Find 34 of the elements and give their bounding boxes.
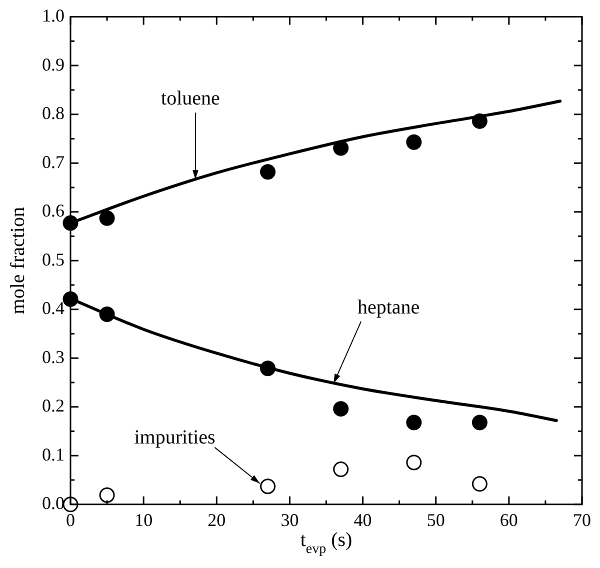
annotation: heptane xyxy=(357,296,420,318)
point xyxy=(260,478,276,494)
point xyxy=(406,134,422,150)
point xyxy=(260,164,276,180)
x-tick-label: 60 xyxy=(500,510,518,530)
y-tick-label: 0.6 xyxy=(42,200,64,221)
point xyxy=(406,414,422,430)
point xyxy=(333,462,349,478)
point xyxy=(472,476,488,492)
point xyxy=(406,454,422,470)
y-tick-label: 0.9 xyxy=(42,54,64,74)
x-tick-label: 30 xyxy=(280,510,299,530)
y-tick-label: 0.7 xyxy=(42,152,64,172)
y-tick-label: 1.0 xyxy=(42,6,64,26)
y-tick-label: 0.3 xyxy=(42,346,64,367)
x-tick-label: 20 xyxy=(208,510,226,530)
x-tick-label: 10 xyxy=(134,510,153,530)
x-tick-label: 0 xyxy=(66,510,75,530)
x-tick-label: 70 xyxy=(573,510,591,530)
y-axis-title: mole fraction xyxy=(7,207,29,314)
point xyxy=(99,210,115,226)
annotation: impurities xyxy=(134,426,216,448)
x-tick-label: 40 xyxy=(354,510,372,530)
point xyxy=(472,414,488,430)
y-tick-label: 0.0 xyxy=(42,493,64,514)
annotation: toluene xyxy=(161,88,220,110)
y-tick-label: 0.5 xyxy=(42,249,64,270)
y-tick-label: 0.4 xyxy=(42,298,64,318)
point xyxy=(99,487,115,503)
y-tick-label: 0.1 xyxy=(42,444,64,464)
point xyxy=(333,401,349,417)
y-tick-label: 0.2 xyxy=(42,396,64,416)
y-tick-label: 0.8 xyxy=(42,103,64,124)
x-tick-label: 50 xyxy=(426,510,445,530)
